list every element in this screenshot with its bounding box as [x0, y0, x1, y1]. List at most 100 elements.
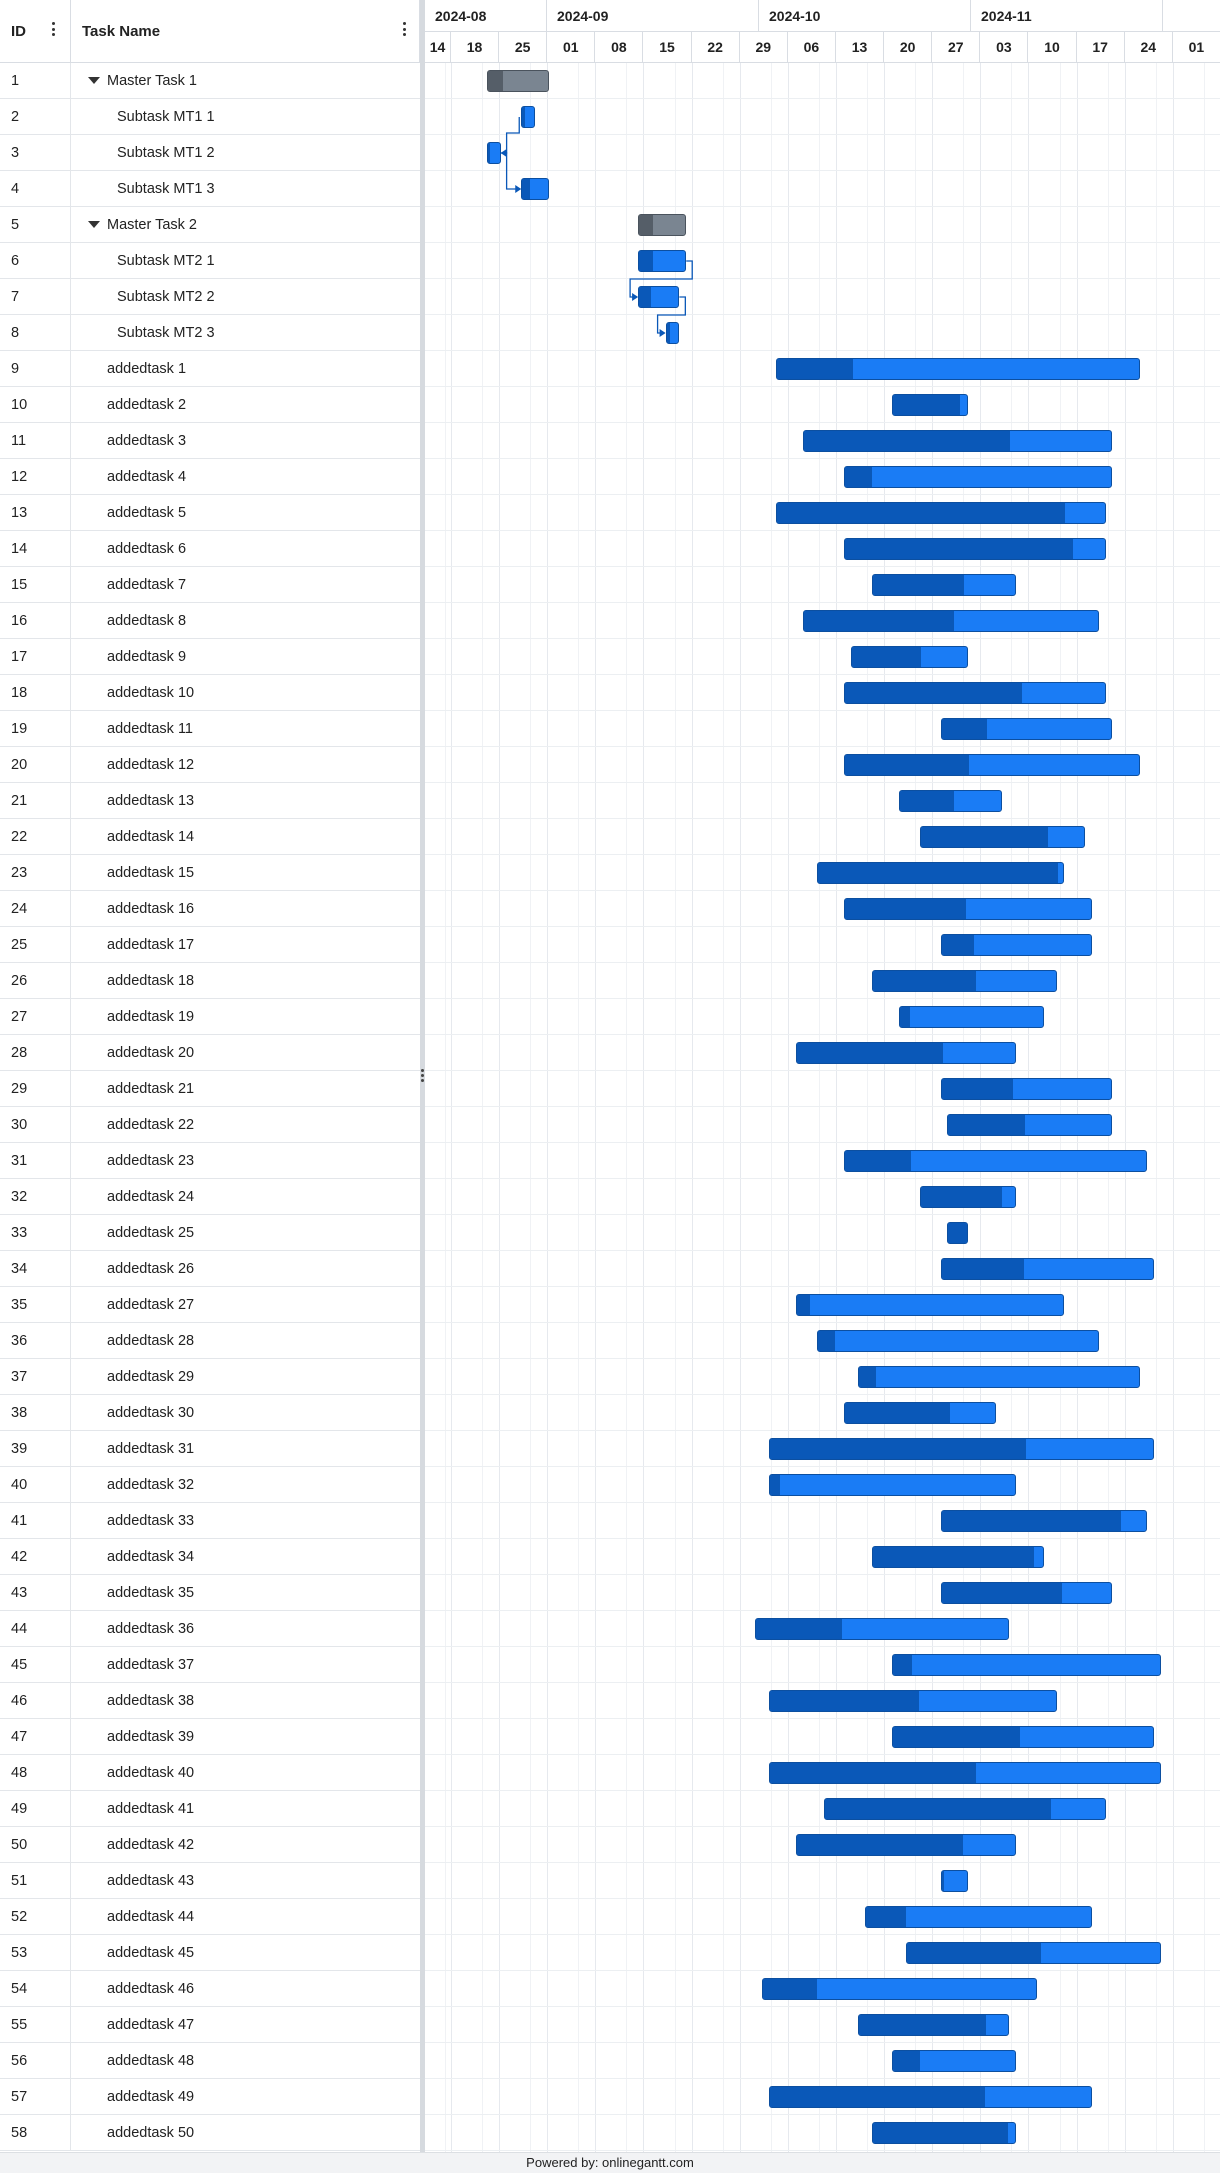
task-bar[interactable]	[858, 1366, 1140, 1388]
task-bar[interactable]	[844, 466, 1113, 488]
task-row[interactable]: 43 addedtask 35	[0, 1575, 420, 1611]
collapse-toggle-icon[interactable]	[88, 221, 100, 228]
task-bar[interactable]	[947, 1222, 969, 1244]
task-row[interactable]: 42 addedtask 34	[0, 1539, 420, 1575]
task-bar[interactable]	[486, 142, 501, 164]
task-name-cell[interactable]: addedtask 49	[107, 2089, 195, 2105]
task-name-cell[interactable]: addedtask 39	[107, 1729, 195, 1745]
task-name-cell[interactable]: addedtask 18	[107, 973, 195, 989]
task-bar[interactable]	[768, 1474, 1017, 1496]
id-column-menu-icon[interactable]	[52, 22, 56, 40]
task-bar[interactable]	[754, 1618, 1010, 1640]
task-name-cell[interactable]: addedtask 41	[107, 1801, 195, 1817]
task-row[interactable]: 17 addedtask 9	[0, 639, 420, 675]
task-name-cell[interactable]: addedtask 5	[107, 505, 187, 521]
task-row[interactable]: 1 Master Task 1	[0, 63, 420, 99]
summary-task-bar[interactable]	[638, 214, 687, 236]
dependency-link[interactable]	[501, 117, 520, 154]
task-bar[interactable]	[947, 1114, 1113, 1136]
task-bar[interactable]	[899, 790, 1003, 812]
task-bar[interactable]	[851, 646, 969, 668]
task-name-cell[interactable]: addedtask 47	[107, 2017, 195, 2033]
task-row[interactable]: 18 addedtask 10	[0, 675, 420, 711]
task-bar[interactable]	[940, 1870, 969, 1892]
task-name-cell[interactable]: addedtask 10	[107, 685, 195, 701]
task-name-cell[interactable]: addedtask 2	[107, 397, 187, 413]
task-bar[interactable]	[844, 1150, 1147, 1172]
task-name-cell[interactable]: addedtask 20	[107, 1045, 195, 1061]
task-bar[interactable]	[844, 754, 1140, 776]
task-bar[interactable]	[892, 1726, 1154, 1748]
task-name-cell[interactable]: addedtask 46	[107, 1981, 195, 1997]
task-bar[interactable]	[940, 718, 1113, 740]
task-name-cell[interactable]: addedtask 48	[107, 2053, 195, 2069]
task-bar[interactable]	[871, 574, 1017, 596]
task-bar[interactable]	[892, 1654, 1161, 1676]
task-row[interactable]: 12 addedtask 4	[0, 459, 420, 495]
task-name-cell[interactable]: addedtask 36	[107, 1621, 195, 1637]
task-row[interactable]: 16 addedtask 8	[0, 603, 420, 639]
task-name-cell[interactable]: addedtask 4	[107, 469, 187, 485]
grid-chart-splitter[interactable]	[420, 0, 425, 2152]
task-row[interactable]: 24 addedtask 16	[0, 891, 420, 927]
task-name-cell[interactable]: addedtask 17	[107, 937, 195, 953]
task-row[interactable]: 56 addedtask 48	[0, 2043, 420, 2079]
task-row[interactable]: 29 addedtask 21	[0, 1071, 420, 1107]
task-bar[interactable]	[803, 430, 1113, 452]
dependency-link[interactable]	[500, 152, 521, 190]
task-row[interactable]: 49 addedtask 41	[0, 1791, 420, 1827]
task-name-cell[interactable]: Subtask MT2 1	[117, 253, 215, 269]
task-name-cell[interactable]: addedtask 30	[107, 1405, 195, 1421]
task-row[interactable]: 37 addedtask 29	[0, 1359, 420, 1395]
task-name-cell[interactable]: Subtask MT2 3	[117, 325, 215, 341]
task-name-cell[interactable]: addedtask 1	[107, 361, 187, 377]
task-row[interactable]: 19 addedtask 11	[0, 711, 420, 747]
task-bar[interactable]	[521, 178, 549, 200]
task-row[interactable]: 47 addedtask 39	[0, 1719, 420, 1755]
task-name-cell[interactable]: addedtask 13	[107, 793, 195, 809]
task-name-cell[interactable]: addedtask 50	[107, 2125, 195, 2141]
task-bar[interactable]	[816, 1330, 1099, 1352]
task-name-cell[interactable]: addedtask 32	[107, 1477, 195, 1493]
task-name-cell[interactable]: addedtask 26	[107, 1261, 195, 1277]
task-name-cell[interactable]: addedtask 24	[107, 1189, 195, 1205]
task-bar[interactable]	[871, 2122, 1017, 2144]
task-row[interactable]: 46 addedtask 38	[0, 1683, 420, 1719]
task-row[interactable]: 31 addedtask 23	[0, 1143, 420, 1179]
task-bar[interactable]	[892, 394, 969, 416]
task-name-cell[interactable]: addedtask 40	[107, 1765, 195, 1781]
task-name-cell[interactable]: addedtask 21	[107, 1081, 195, 1097]
task-row[interactable]: 54 addedtask 46	[0, 1971, 420, 2007]
task-row[interactable]: 39 addedtask 31	[0, 1431, 420, 1467]
task-name-cell[interactable]: addedtask 3	[107, 433, 187, 449]
task-row[interactable]: 22 addedtask 14	[0, 819, 420, 855]
task-row[interactable]: 8 Subtask MT2 3	[0, 315, 420, 351]
task-row[interactable]: 51 addedtask 43	[0, 1863, 420, 1899]
task-name-cell[interactable]: Subtask MT1 2	[117, 145, 215, 161]
task-name-cell[interactable]: addedtask 7	[107, 577, 187, 593]
task-bar[interactable]	[768, 1438, 1154, 1460]
task-name-cell[interactable]: addedtask 22	[107, 1117, 195, 1133]
task-name-cell[interactable]: addedtask 27	[107, 1297, 195, 1313]
task-name-cell[interactable]: addedtask 34	[107, 1549, 195, 1565]
task-row[interactable]: 38 addedtask 30	[0, 1395, 420, 1431]
task-row[interactable]: 13 addedtask 5	[0, 495, 420, 531]
summary-task-bar[interactable]	[486, 70, 549, 92]
task-bar[interactable]	[858, 2014, 1010, 2036]
task-row[interactable]: 21 addedtask 13	[0, 783, 420, 819]
task-name-cell[interactable]: addedtask 16	[107, 901, 195, 917]
task-bar[interactable]	[919, 826, 1085, 848]
task-row[interactable]: 52 addedtask 44	[0, 1899, 420, 1935]
task-name-cell[interactable]: Master Task 2	[107, 217, 197, 233]
collapse-toggle-icon[interactable]	[88, 77, 100, 84]
task-row[interactable]: 36 addedtask 28	[0, 1323, 420, 1359]
task-row[interactable]: 11 addedtask 3	[0, 423, 420, 459]
task-row[interactable]: 50 addedtask 42	[0, 1827, 420, 1863]
task-name-cell[interactable]: addedtask 25	[107, 1225, 195, 1241]
id-column-header[interactable]: ID	[0, 0, 71, 63]
task-name-cell[interactable]: addedtask 8	[107, 613, 187, 629]
task-bar[interactable]	[871, 1546, 1044, 1568]
task-row[interactable]: 58 addedtask 50	[0, 2115, 420, 2151]
task-row[interactable]: 20 addedtask 12	[0, 747, 420, 783]
task-bar[interactable]	[940, 1258, 1154, 1280]
